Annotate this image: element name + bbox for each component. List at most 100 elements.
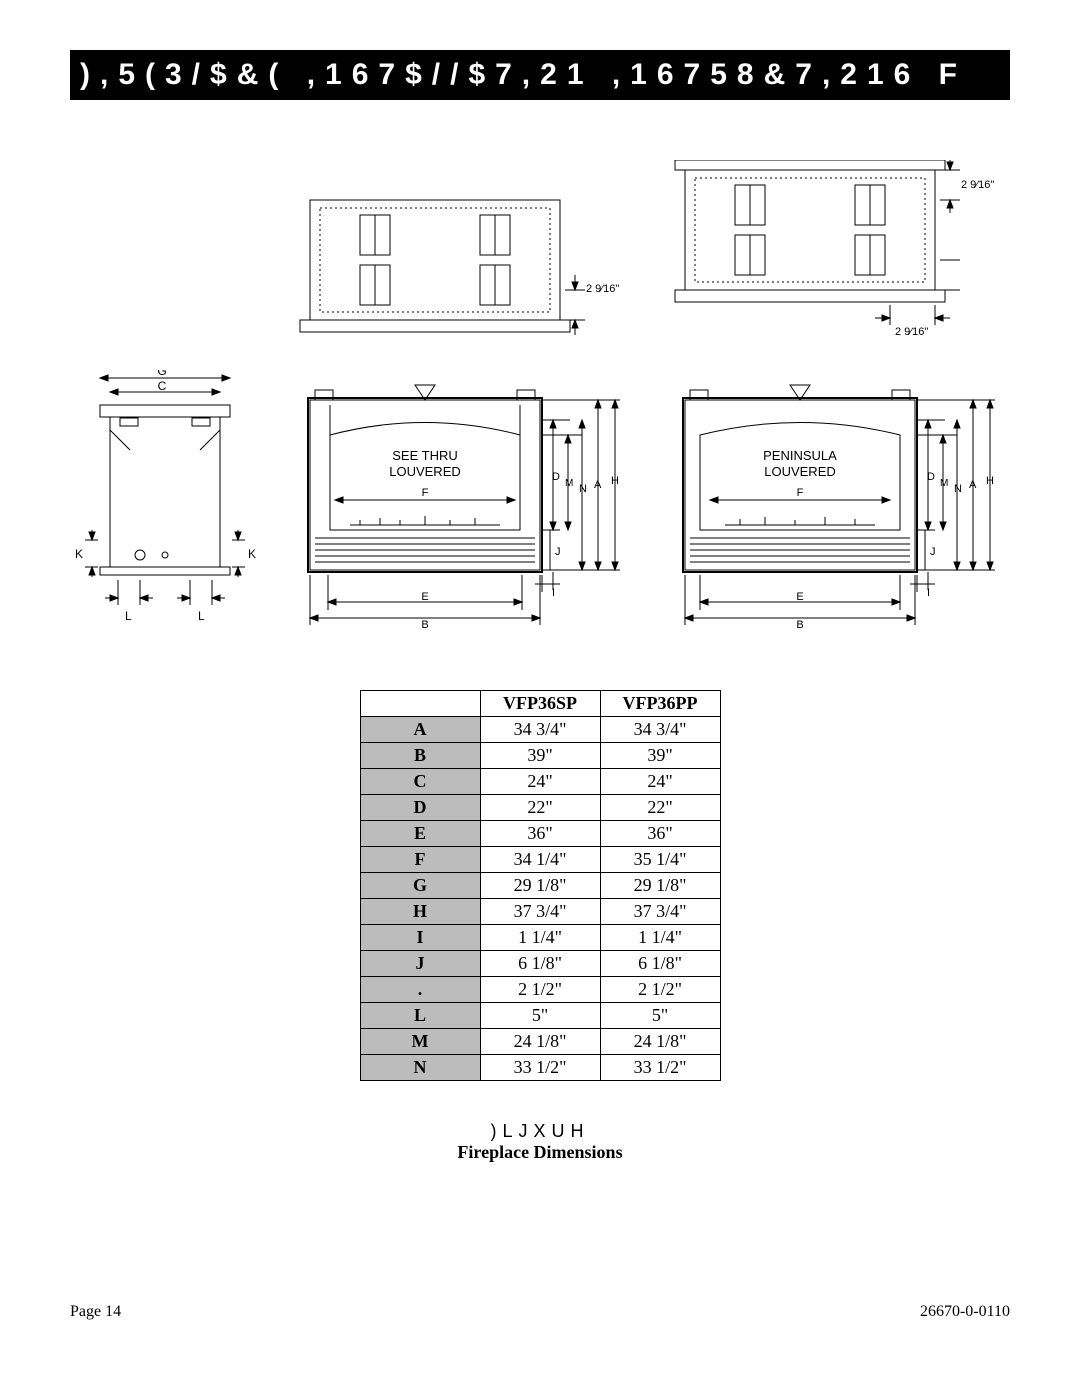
label-seethru: SEE THRU [392, 448, 458, 463]
table-row: M24 1/8"24 1/8" [360, 1029, 720, 1055]
diagram-top-seethru: 2 9⁄16" [290, 190, 635, 350]
row-label: N [360, 1055, 480, 1081]
table-row: H37 3/4"37 3/4" [360, 899, 720, 925]
label-K-r: K [248, 547, 256, 561]
label-louvered2: LOUVERED [764, 464, 836, 479]
diagram-front-seethru: SEE THRU LOUVERED F D M N A H J I E B [290, 380, 635, 630]
cell: 36" [600, 821, 720, 847]
doc-number: 26670-0-0110 [920, 1303, 1010, 1321]
label-I1: I [552, 587, 555, 599]
table-row: D22"22" [360, 795, 720, 821]
label-A1: A [594, 479, 602, 491]
dim-top1: 2 9⁄16" [586, 283, 619, 295]
cell: 29 1/8" [480, 873, 600, 899]
th-vfp36pp: VFP36PP [600, 691, 720, 717]
cell: 6 1/8" [600, 951, 720, 977]
label-I2: I [927, 587, 930, 599]
dim-top2b: 2 9⁄16" [895, 326, 928, 338]
figure-caption: )LJXUH Fireplace Dimensions [70, 1121, 1010, 1163]
cell: 37 3/4" [600, 899, 720, 925]
label-J2: J [930, 546, 936, 558]
row-label: D [360, 795, 480, 821]
label-B2: B [796, 619, 803, 630]
th-blank [360, 691, 480, 717]
cell: 34 3/4" [600, 717, 720, 743]
table-row: G29 1/8"29 1/8" [360, 873, 720, 899]
table-row: E36"36" [360, 821, 720, 847]
label-H2: H [986, 475, 994, 487]
diagrams-grid: 2 9⁄16" [70, 160, 1010, 630]
table-row: N33 1/2"33 1/2" [360, 1055, 720, 1081]
cell: 34 3/4" [480, 717, 600, 743]
label-M2: M [940, 478, 948, 489]
cell: 5" [600, 1003, 720, 1029]
cell: 6 1/8" [480, 951, 600, 977]
cell: 24" [480, 769, 600, 795]
row-label: . [360, 977, 480, 1003]
table-row: J6 1/8"6 1/8" [360, 951, 720, 977]
dimensions-table: VFP36SP VFP36PP A34 3/4"34 3/4"B39"39"C2… [360, 690, 721, 1081]
table-row: A34 3/4"34 3/4" [360, 717, 720, 743]
label-N2: N [954, 483, 962, 495]
title-bar: ),5(3/$&( ,167$//$7,21 ,16758&7,216 F [70, 50, 1010, 100]
row-label: E [360, 821, 480, 847]
row-label: F [360, 847, 480, 873]
table-row: L5"5" [360, 1003, 720, 1029]
cell: 36" [480, 821, 600, 847]
table-row: F34 1/4"35 1/4" [360, 847, 720, 873]
dim-top2a: 2 9⁄16" [961, 179, 994, 191]
label-N1: N [579, 483, 587, 495]
cell: 22" [480, 795, 600, 821]
label-J1: J [555, 546, 561, 558]
cell: 5" [480, 1003, 600, 1029]
cell: 24 1/8" [600, 1029, 720, 1055]
diagram-front-peninsula: PENINSULA LOUVERED F D M N A H J I E B [665, 380, 1010, 630]
cell: 29 1/8" [600, 873, 720, 899]
label-B1: B [421, 619, 428, 630]
label-F1: F [422, 487, 429, 499]
cell: 33 1/2" [480, 1055, 600, 1081]
label-L-l: L [125, 609, 132, 623]
cell: 1 1/4" [600, 925, 720, 951]
row-label: M [360, 1029, 480, 1055]
table-row: I1 1/4"1 1/4" [360, 925, 720, 951]
table-row: C24"24" [360, 769, 720, 795]
diagram-top-peninsula: 2 9⁄16" 2 9⁄16" [665, 160, 1010, 350]
figure-title: Fireplace Dimensions [70, 1142, 1010, 1163]
cell: 22" [600, 795, 720, 821]
label-L-r: L [198, 609, 205, 623]
label-A2: A [969, 479, 977, 491]
label-K-l: K [75, 547, 83, 561]
table-row: B39"39" [360, 743, 720, 769]
page-number: Page 14 [70, 1303, 121, 1321]
label-peninsula: PENINSULA [763, 448, 837, 463]
cell: 1 1/4" [480, 925, 600, 951]
label-louvered1: LOUVERED [389, 464, 461, 479]
label-D1: D [552, 471, 560, 483]
table-row: .2 1/2"2 1/2" [360, 977, 720, 1003]
th-vfp36sp: VFP36SP [480, 691, 600, 717]
row-label: A [360, 717, 480, 743]
row-label: L [360, 1003, 480, 1029]
row-label: H [360, 899, 480, 925]
label-H1: H [611, 475, 619, 487]
label-D2: D [927, 471, 935, 483]
row-label: B [360, 743, 480, 769]
cell: 2 1/2" [480, 977, 600, 1003]
row-label: G [360, 873, 480, 899]
cell: 39" [600, 743, 720, 769]
row-label: I [360, 925, 480, 951]
figure-number: )LJXUH [70, 1121, 1010, 1142]
cell: 37 3/4" [480, 899, 600, 925]
diagram-side: G C K K L L [70, 370, 260, 630]
label-E2: E [796, 591, 803, 603]
cell: 24 1/8" [480, 1029, 600, 1055]
label-G: G [157, 370, 166, 378]
row-label: J [360, 951, 480, 977]
label-F2: F [797, 487, 804, 499]
cell: 2 1/2" [600, 977, 720, 1003]
cell: 39" [480, 743, 600, 769]
cell: 34 1/4" [480, 847, 600, 873]
cell: 33 1/2" [600, 1055, 720, 1081]
cell: 35 1/4" [600, 847, 720, 873]
